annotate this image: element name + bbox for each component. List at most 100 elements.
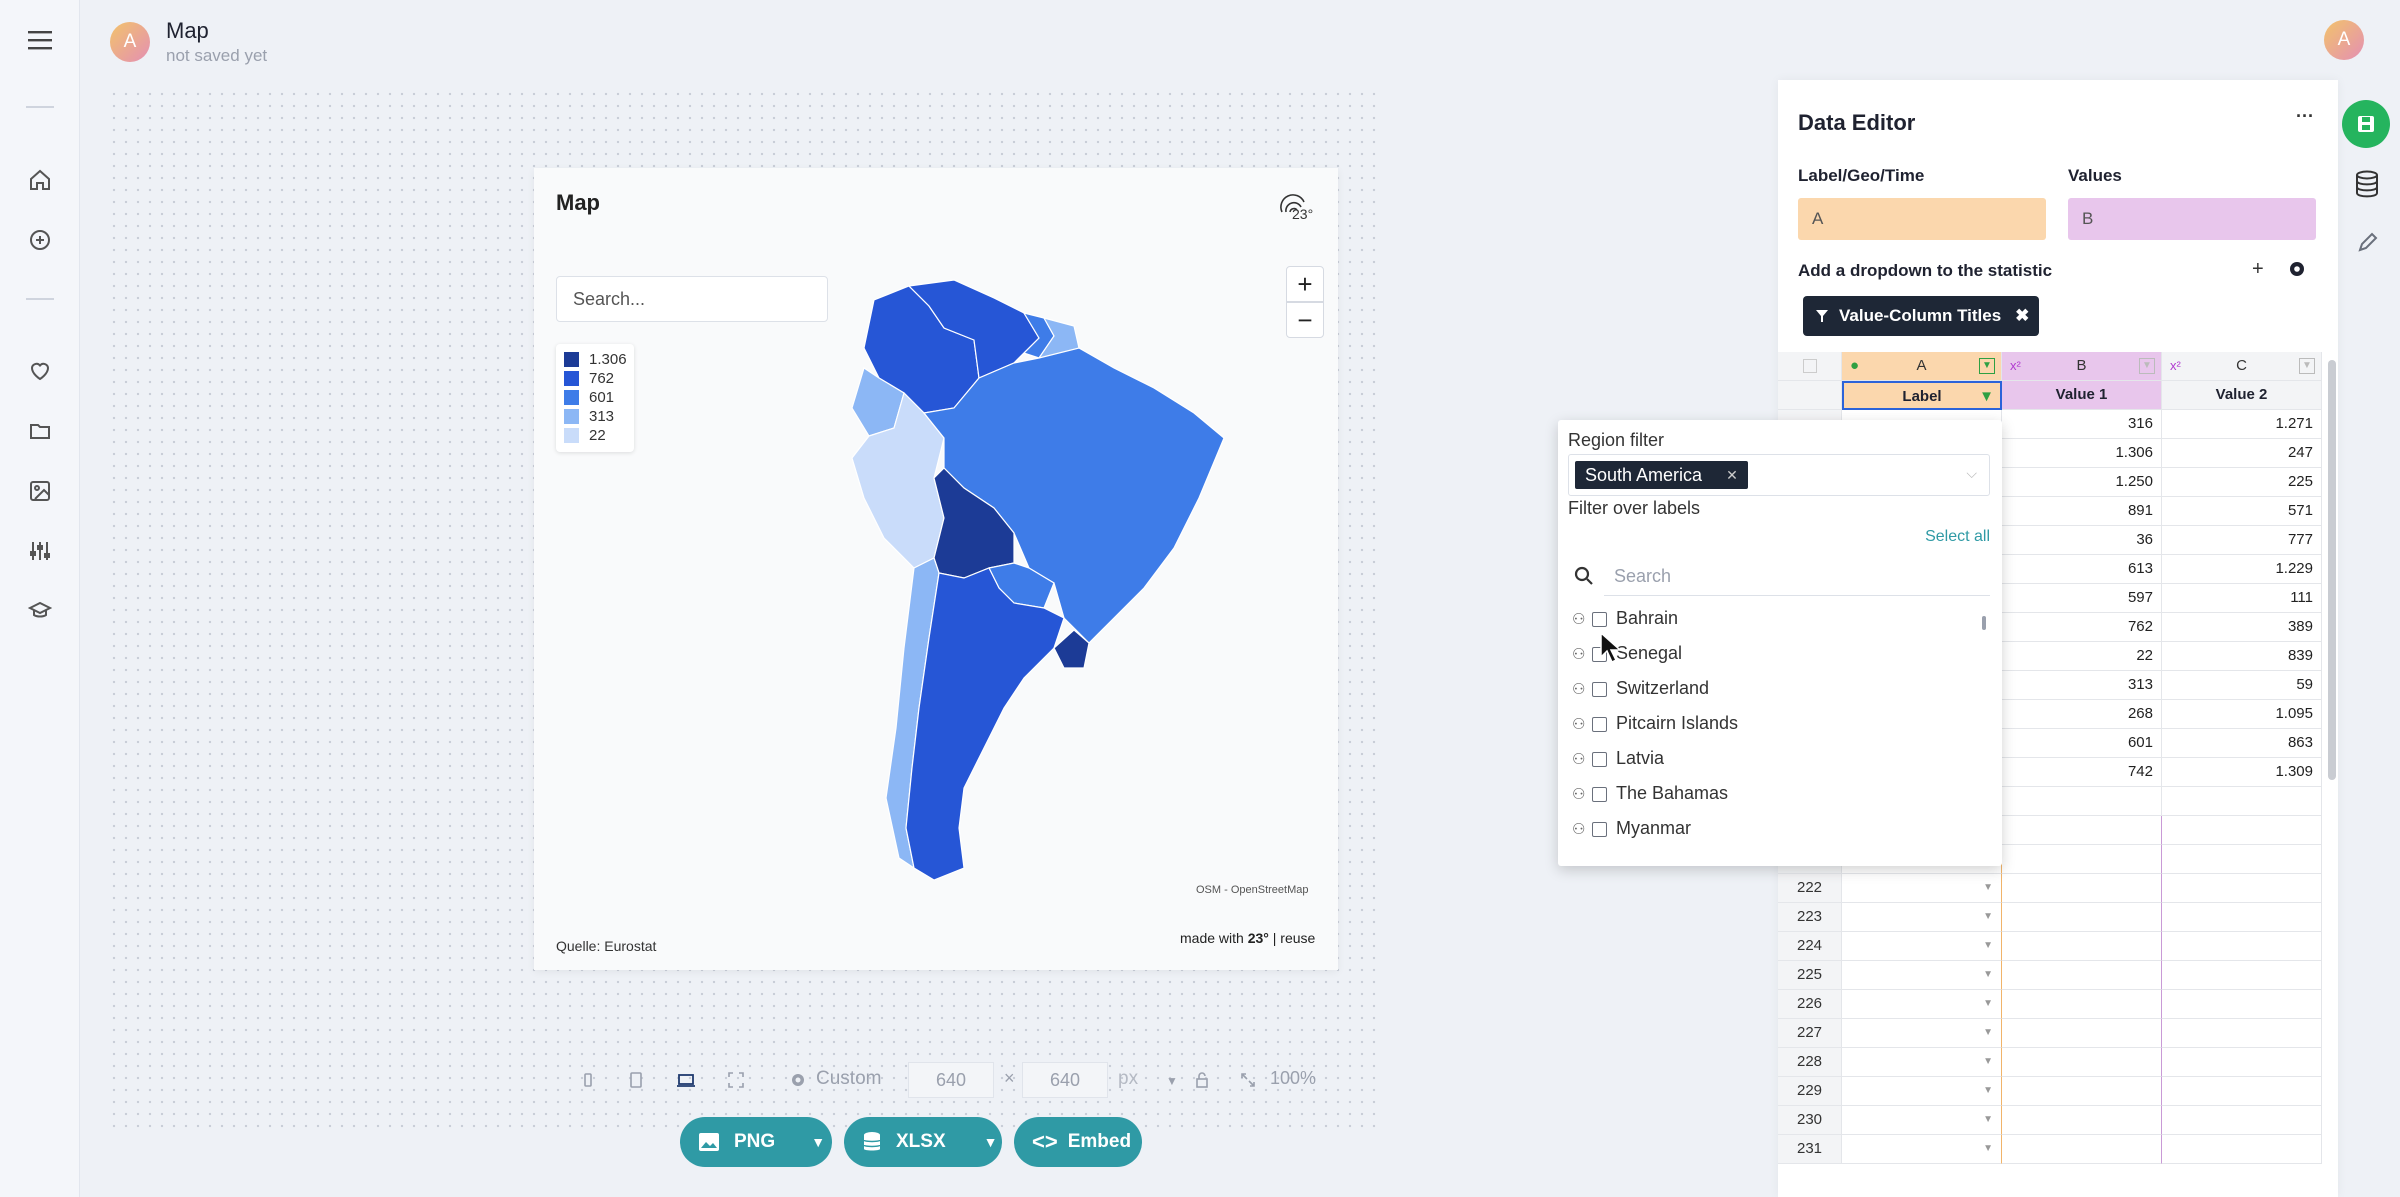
size-preset-select[interactable]: Custom bbox=[816, 1068, 882, 1089]
filter-checkbox[interactable] bbox=[1592, 612, 1607, 627]
value1-cell[interactable]: 762 bbox=[2002, 613, 2162, 642]
label-cell[interactable]: ▼ bbox=[1842, 990, 2002, 1019]
close-icon[interactable]: ✕ bbox=[1726, 466, 1738, 483]
value1-cell[interactable]: 313 bbox=[2002, 671, 2162, 700]
lock-icon[interactable] bbox=[1192, 1070, 1212, 1090]
row-number[interactable]: 229 bbox=[1778, 1077, 1842, 1106]
row-number[interactable]: 225 bbox=[1778, 961, 1842, 990]
desktop-size-icon[interactable] bbox=[676, 1070, 696, 1090]
row-number[interactable]: 224 bbox=[1778, 932, 1842, 961]
value1-cell[interactable] bbox=[2002, 816, 2162, 845]
filter-icon[interactable]: ▼ bbox=[1979, 358, 1995, 374]
add-icon[interactable] bbox=[24, 224, 56, 256]
value2-cell[interactable]: 111 bbox=[2162, 584, 2322, 613]
add-dropdown-button[interactable]: + bbox=[2252, 258, 2264, 280]
filter-checkbox[interactable] bbox=[1592, 752, 1607, 767]
value2-cell[interactable]: 839 bbox=[2162, 642, 2322, 671]
row-number[interactable]: 227 bbox=[1778, 1019, 1842, 1048]
fullscreen-icon[interactable] bbox=[726, 1070, 746, 1090]
value2-cell[interactable]: 571 bbox=[2162, 497, 2322, 526]
filter-checkbox[interactable] bbox=[1592, 682, 1607, 697]
zoom-out-button[interactable]: − bbox=[1286, 302, 1324, 338]
fit-icon[interactable] bbox=[1238, 1070, 1258, 1090]
value2-cell[interactable] bbox=[2162, 903, 2322, 932]
xlsx-download-button[interactable]: XLSX ▼ bbox=[844, 1117, 1002, 1167]
value2-cell[interactable]: 1.095 bbox=[2162, 700, 2322, 729]
row-number[interactable]: 222 bbox=[1778, 874, 1842, 903]
chevron-down-icon[interactable]: ▼ bbox=[1983, 998, 1993, 1009]
row-number[interactable]: 231 bbox=[1778, 1135, 1842, 1164]
chevron-down-icon[interactable]: ▼ bbox=[983, 1134, 998, 1150]
label-cell[interactable]: ▼ bbox=[1842, 903, 2002, 932]
height-input[interactable]: 640 bbox=[1022, 1062, 1108, 1098]
gear-icon[interactable] bbox=[2288, 260, 2306, 283]
value1-cell[interactable] bbox=[2002, 845, 2162, 874]
label-cell[interactable]: ▼ bbox=[1842, 932, 2002, 961]
label-header-cell[interactable]: Label ▼ bbox=[1842, 381, 2002, 410]
value1-cell[interactable] bbox=[2002, 1106, 2162, 1135]
value2-cell[interactable]: 863 bbox=[2162, 729, 2322, 758]
region-chip[interactable]: South America ✕ bbox=[1575, 461, 1748, 489]
database-icon[interactable] bbox=[2354, 170, 2380, 203]
heart-icon[interactable] bbox=[24, 355, 56, 387]
value2-cell[interactable]: 1.309 bbox=[2162, 758, 2322, 787]
dropdown-chip[interactable]: Value-Column Titles ✖ bbox=[1803, 296, 2039, 336]
pencil-icon[interactable] bbox=[2356, 230, 2380, 259]
value2-cell[interactable] bbox=[2162, 787, 2322, 816]
value2-cell[interactable] bbox=[2162, 1019, 2322, 1048]
south-america-map[interactable] bbox=[534, 168, 1338, 970]
chevron-down-icon[interactable]: ▼ bbox=[1983, 1143, 1993, 1154]
value2-cell[interactable] bbox=[2162, 845, 2322, 874]
label-cell[interactable]: ▼ bbox=[1842, 1077, 2002, 1106]
map-search-input[interactable]: Search... bbox=[556, 276, 828, 322]
graduation-icon[interactable] bbox=[24, 595, 56, 627]
label-cell[interactable]: ▼ bbox=[1842, 1019, 2002, 1048]
row-number[interactable]: 226 bbox=[1778, 990, 1842, 1019]
avatar[interactable]: A bbox=[110, 22, 150, 62]
folder-icon[interactable] bbox=[24, 415, 56, 447]
region-filter-select[interactable]: South America ✕ ⌵ bbox=[1568, 454, 1990, 496]
value1-cell[interactable] bbox=[2002, 932, 2162, 961]
chevron-down-icon[interactable]: ▼ bbox=[1983, 911, 1993, 922]
chevron-down-icon[interactable]: ▼ bbox=[1983, 1114, 1993, 1125]
image-icon[interactable] bbox=[24, 475, 56, 507]
value1-cell[interactable] bbox=[2002, 1077, 2162, 1106]
value2-cell[interactable] bbox=[2162, 816, 2322, 845]
filter-item-label[interactable]: Senegal bbox=[1616, 643, 1683, 663]
value2-header-cell[interactable]: Value 2 bbox=[2162, 381, 2322, 410]
row-number[interactable]: 228 bbox=[1778, 1048, 1842, 1077]
label-search-input[interactable]: Search bbox=[1604, 556, 1990, 596]
value1-cell[interactable]: 22 bbox=[2002, 642, 2162, 671]
value1-cell[interactable] bbox=[2002, 787, 2162, 816]
filter-item-label[interactable]: Latvia bbox=[1616, 748, 1665, 768]
made-with-link[interactable]: made with 23° | reuse bbox=[1180, 930, 1315, 946]
label-cell[interactable]: ▼ bbox=[1842, 1048, 2002, 1077]
value2-cell[interactable] bbox=[2162, 1077, 2322, 1106]
chevron-down-icon[interactable]: ▼ bbox=[1983, 969, 1993, 980]
value1-cell[interactable] bbox=[2002, 961, 2162, 990]
filter-icon[interactable]: ▼ bbox=[2139, 358, 2155, 374]
scrollbar[interactable] bbox=[1982, 606, 1986, 856]
chevron-down-icon[interactable]: ▼ bbox=[1166, 1074, 1178, 1088]
row-number[interactable]: 230 bbox=[1778, 1106, 1842, 1135]
chevron-down-icon[interactable]: ▼ bbox=[811, 1134, 826, 1150]
embed-button[interactable]: <> Embed bbox=[1014, 1117, 1142, 1167]
sliders-icon[interactable] bbox=[24, 535, 56, 567]
value1-cell[interactable] bbox=[2002, 990, 2162, 1019]
value1-cell[interactable] bbox=[2002, 1048, 2162, 1077]
close-icon[interactable]: ✖ bbox=[2015, 306, 2030, 325]
phone-size-icon[interactable] bbox=[578, 1070, 598, 1090]
sheet-scrollbar[interactable] bbox=[2328, 360, 2336, 780]
value1-cell[interactable] bbox=[2002, 1019, 2162, 1048]
chevron-down-icon[interactable]: ▼ bbox=[1983, 1027, 1993, 1038]
column-header-b[interactable]: x² B ▼ bbox=[2002, 352, 2162, 381]
row-number[interactable]: 223 bbox=[1778, 903, 1842, 932]
value2-cell[interactable] bbox=[2162, 874, 2322, 903]
zoom-in-button[interactable]: + bbox=[1286, 266, 1324, 302]
value1-cell[interactable]: 1.250 bbox=[2002, 468, 2162, 497]
value1-cell[interactable]: 613 bbox=[2002, 555, 2162, 584]
value1-header-cell[interactable]: Value 1 bbox=[2002, 381, 2162, 410]
value2-cell[interactable]: 59 bbox=[2162, 671, 2322, 700]
value2-cell[interactable] bbox=[2162, 990, 2322, 1019]
menu-icon[interactable] bbox=[24, 24, 56, 56]
